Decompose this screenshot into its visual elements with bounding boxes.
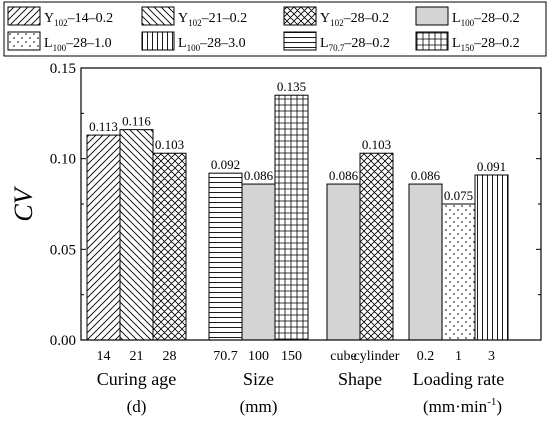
bar-value-label: 0.086 — [329, 168, 359, 183]
x-tick-label: 28 — [163, 349, 177, 364]
group-label: Loading rate — [413, 369, 504, 389]
bar-0.2 — [408, 183, 443, 341]
y-axis-title: CV — [9, 185, 38, 221]
x-tick-label: 1 — [455, 349, 462, 364]
legend-label: L100–28–1.0 — [44, 36, 112, 53]
legend-label: Y102–21–0.2 — [178, 11, 247, 28]
y-tick-label: 0.15 — [50, 61, 76, 77]
legend-swatch — [283, 6, 317, 26]
legend-swatch — [283, 31, 317, 51]
group-label: Shape — [338, 369, 382, 389]
group-labels: Curing age (d) Size (mm) Shape Loading rate (m… — [97, 369, 504, 416]
legend-swatch — [7, 6, 41, 26]
bar-1 — [441, 203, 476, 341]
legend-label: Y102–28–0.2 — [320, 11, 389, 28]
group-label: Size — [243, 369, 274, 389]
bar-labels-layer: 0.113 0.116 0.103 0.092 0.086 0.135 0.086 0.103… — [89, 79, 506, 203]
group-unit-label: (d) — [127, 397, 147, 416]
x-tick-label: 100 — [248, 349, 269, 364]
bar-value-label: 0.091 — [477, 159, 506, 174]
bar-value-label: 0.092 — [211, 157, 240, 172]
bar-3 — [474, 174, 509, 341]
legend-box — [3, 1, 547, 57]
group-label: Curing age — [97, 369, 176, 389]
x-tick-label: 0.2 — [417, 349, 435, 364]
bar-value-label: 0.103 — [155, 137, 184, 152]
x-tick-label: 3 — [488, 349, 495, 364]
x-tick-label: cube — [330, 349, 356, 364]
bar-value-label: 0.075 — [444, 188, 473, 203]
bar-28 — [152, 152, 187, 341]
bar-value-label: 0.135 — [277, 79, 306, 94]
legend-swatch — [415, 31, 449, 51]
x-tick-label: 21 — [130, 349, 144, 364]
bar-100 — [241, 183, 276, 341]
x-tick-label: 70.7 — [213, 349, 238, 364]
x-tick-label: 14 — [97, 349, 111, 364]
bar-cylinder — [359, 152, 394, 341]
bar-21 — [119, 129, 154, 341]
legend-label: Y102–14–0.2 — [44, 11, 113, 28]
group-unit-label: (mm) — [240, 397, 278, 416]
x-tick-label: cylinder — [354, 349, 400, 364]
bar-value-label: 0.086 — [411, 168, 441, 183]
x-tick-label: 150 — [281, 349, 302, 364]
bar-14 — [86, 134, 121, 341]
bar-value-label: 0.116 — [122, 114, 151, 129]
bar-150 — [274, 94, 309, 341]
bar-70.7 — [208, 172, 243, 341]
bar-value-label: 0.113 — [89, 119, 118, 134]
legend-swatch — [141, 31, 175, 51]
legend-swatch — [415, 6, 449, 26]
bar-value-label: 0.086 — [244, 168, 274, 183]
y-tick-label: 0.05 — [50, 242, 76, 258]
bar-value-label: 0.103 — [362, 137, 391, 152]
y-tick-label: 0.10 — [50, 152, 76, 168]
legend-label: L150–28–0.2 — [452, 36, 520, 53]
y-axis: 0.00 0.05 0.10 0.15 — [50, 61, 541, 349]
legend-swatch — [141, 6, 175, 26]
legend-swatch — [7, 31, 41, 51]
y-tick-label: 0.00 — [50, 333, 76, 349]
legend: Y102–14–0.2 Y102–21–0.2 Y102–28–0.2 L100–28… — [7, 6, 520, 53]
legend-label: L70.7–28–0.2 — [320, 36, 390, 53]
legend-label: L100–28–3.0 — [178, 36, 246, 53]
bars-layer — [86, 94, 509, 341]
group-unit-label: (mm·min-1) — [423, 396, 502, 416]
bar-cube — [326, 183, 361, 341]
legend-label: L100–28–0.2 — [452, 11, 520, 28]
